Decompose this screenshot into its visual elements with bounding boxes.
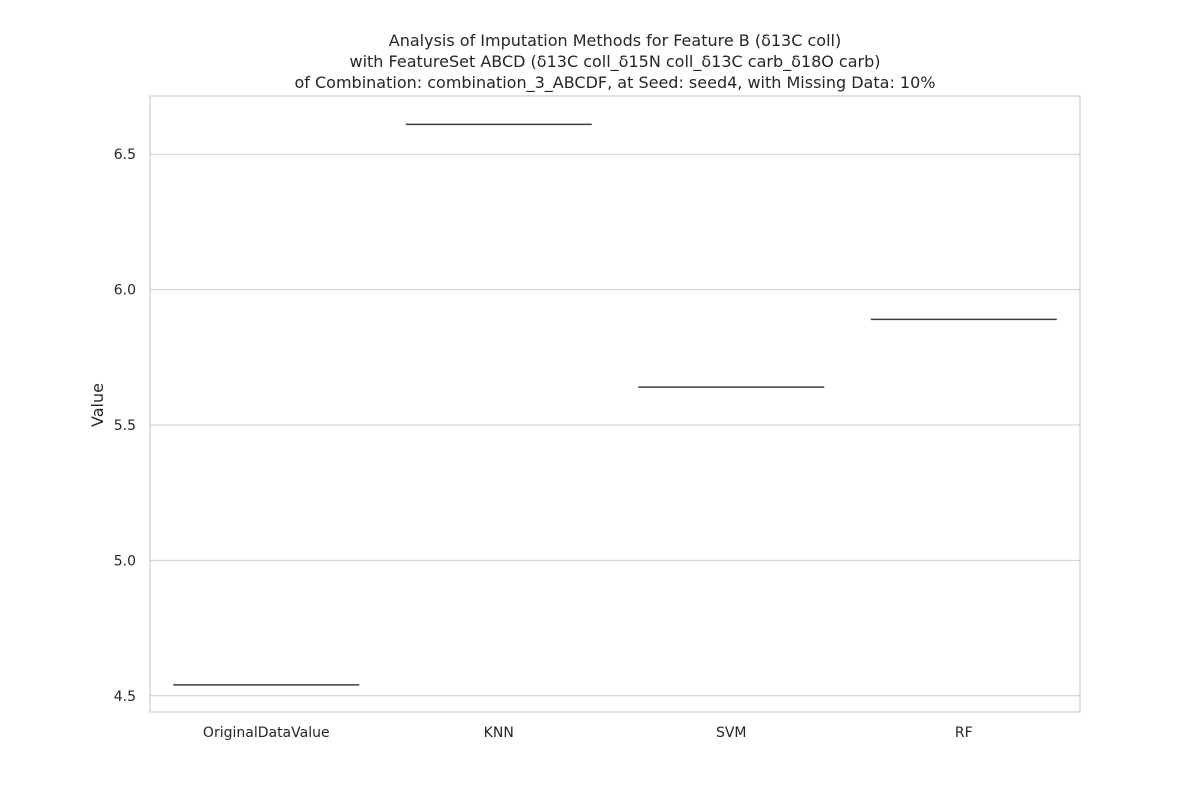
x-tick-label: KNN	[484, 725, 514, 741]
y-axis-ticks: 4.5 5.0 5.5 6.0 6.5	[114, 147, 136, 705]
y-tick-label: 5.0	[114, 553, 136, 569]
x-tick-label: OriginalDataValue	[203, 725, 330, 741]
chart-title-line-3: of Combination: combination_3_ABCDF, at …	[295, 73, 936, 93]
x-tick-label: RF	[955, 725, 973, 741]
y-axis-label: Value	[88, 383, 107, 427]
y-tick-label: 4.5	[114, 689, 136, 705]
chart-title: Analysis of Imputation Methods for Featu…	[295, 31, 936, 93]
box-series	[173, 123, 1057, 686]
y-tick-label: 5.5	[114, 418, 136, 434]
gridlines	[150, 153, 1080, 697]
chart-title-line-1: Analysis of Imputation Methods for Featu…	[389, 31, 841, 50]
y-tick-label: 6.5	[114, 147, 136, 163]
chart-title-line-2: with FeatureSet ABCD (δ13C coll_δ15N col…	[349, 52, 880, 72]
x-tick-label: SVM	[716, 725, 747, 741]
plot-area-frame	[149, 95, 1081, 713]
y-tick-label: 6.0	[114, 283, 136, 299]
x-axis-ticks: OriginalDataValue KNN SVM RF	[203, 725, 973, 741]
